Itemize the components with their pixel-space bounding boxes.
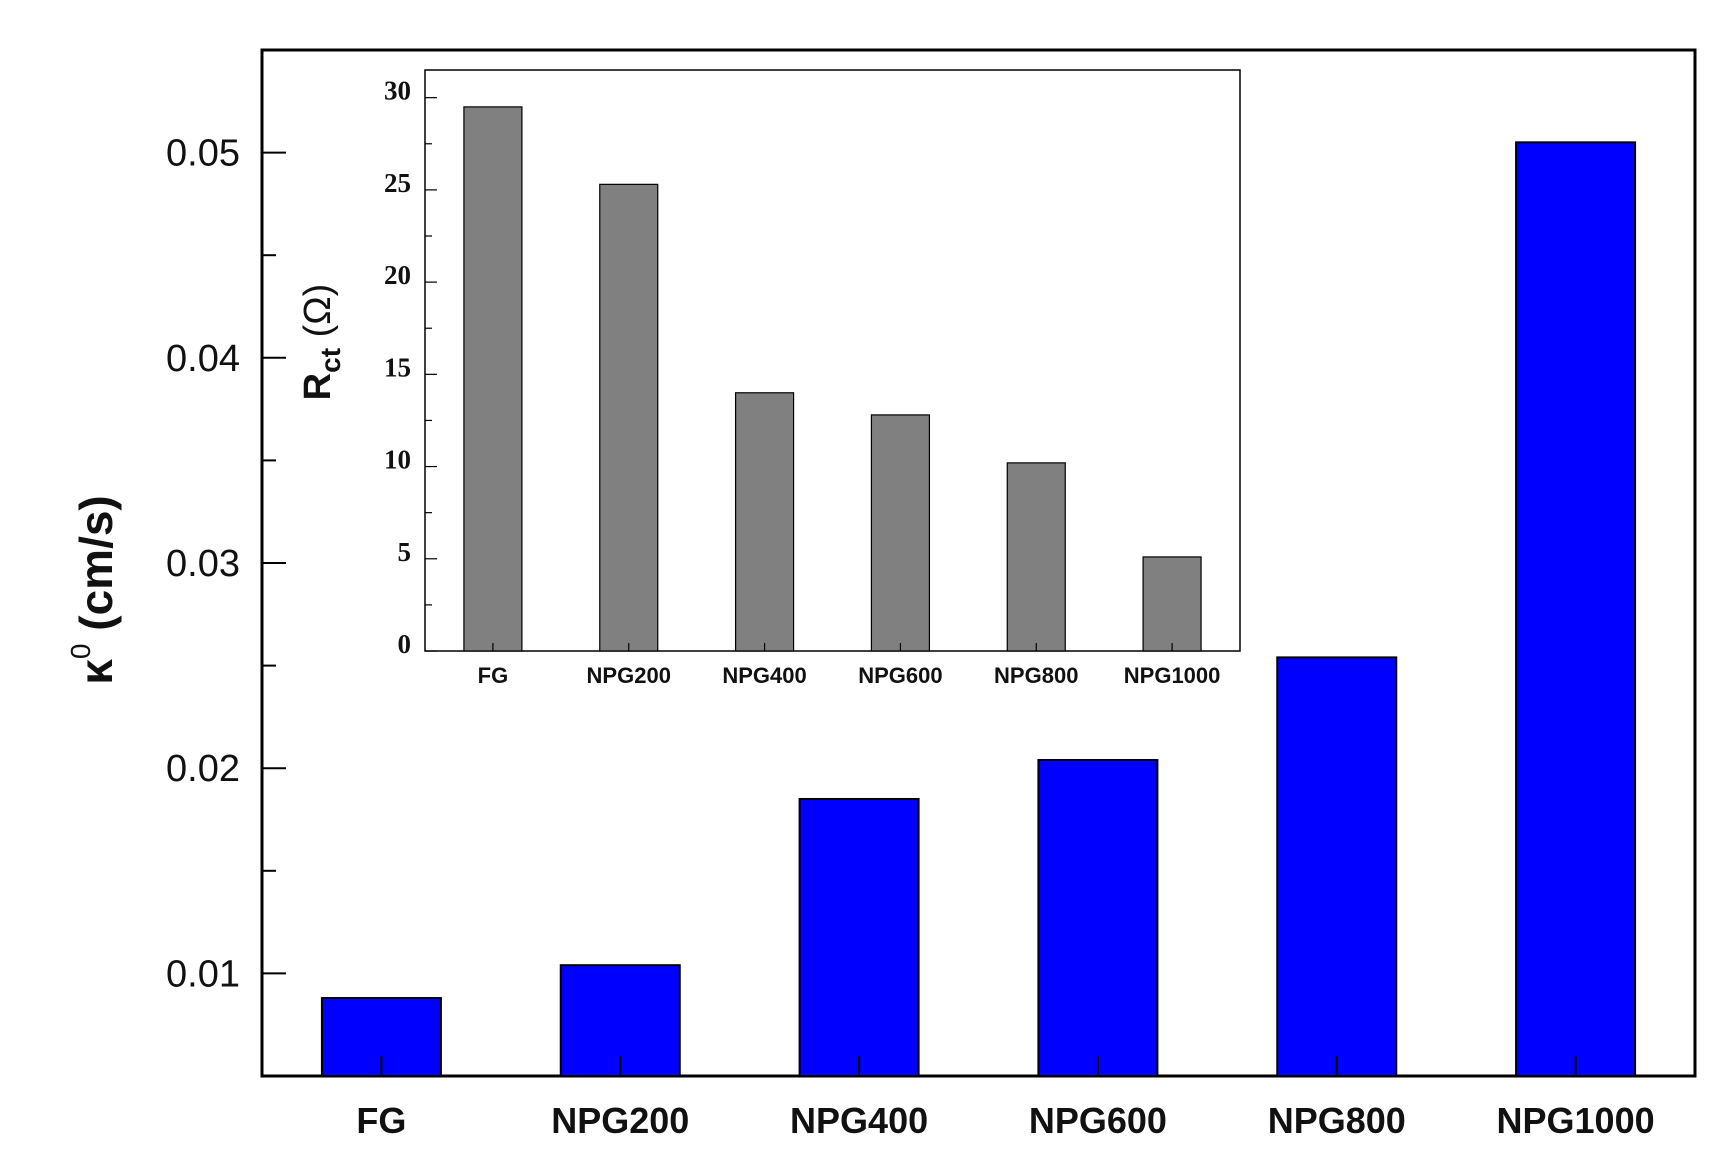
inset-x-tick-label: NPG400 [722,663,806,688]
inset-y-axis-subscript: ct [315,348,346,373]
main-x-tick-label: NPG600 [1029,1100,1167,1141]
main-x-tick-label: NPG400 [790,1100,928,1141]
inset-y-tick-label: 15 [384,352,411,382]
main-bar-npg800 [1276,656,1398,1078]
main-bar-npg600 [1037,758,1159,1077]
main-y-tick-label: 0.04 [166,338,240,380]
inset-x-tick-label: NPG600 [858,663,942,688]
inset-bars [463,106,1202,652]
main-x-tick-label: NPG1000 [1497,1100,1655,1141]
main-y-tick-label: 0.05 [166,133,240,175]
main-chart: FG NPG200 NPG400 NPG600 NPG800 NPG1000 0.01 0.0… [65,48,1697,1141]
main-bar-npg1000 [1515,141,1637,1077]
inset-y-tick-label: 10 [384,445,411,475]
inset-y-axis-unit: (Ω) [297,284,339,348]
inset-x-tick-label: NPG1000 [1124,663,1221,688]
main-y-axis-unit: (cm/s) [70,495,122,643]
inset-bar-npg400 [734,392,795,652]
inset-x-tick-label: NPG200 [587,663,671,688]
main-y-axis-symbol: κ [70,659,122,685]
main-y-tick-label: 0.02 [166,748,240,790]
inset-ticks: FG NPG200 NPG400 NPG600 NPG800 NPG1000 0 5 10 15 2… [384,76,1220,688]
inset-y-tick-label: 5 [398,537,412,567]
main-ticks: FG NPG200 NPG400 NPG600 NPG800 NPG1000 0.01 0.0… [166,133,1655,1141]
main-y-tick-label: 0.01 [166,953,240,995]
inset-bar-fg [463,106,523,652]
main-y-axis-superscript: 0 [65,644,96,660]
main-x-tick-label: NPG200 [551,1100,689,1141]
inset-plot-frame [424,69,1241,652]
main-x-tick-label: FG [356,1100,406,1141]
inset-bar-npg200 [599,183,659,652]
inset-x-tick-label: FG [478,663,509,688]
inset-y-axis-symbol: R [297,373,339,400]
inset-y-axis-label: Rct (Ω) [297,284,346,401]
inset-background [425,70,1240,651]
main-y-axis-label: κ0 (cm/s) [65,495,122,685]
inset-chart: FG NPG200 NPG400 NPG600 NPG800 NPG1000 0 5 10 15 2… [297,69,1241,688]
inset-bar-npg800 [1006,462,1066,652]
main-y-tick-label: 0.03 [166,543,240,585]
main-x-tick-label: NPG800 [1268,1100,1406,1141]
inset-y-tick-label: 20 [384,260,411,290]
inset-y-tick-label: 0 [398,629,412,659]
inset-y-tick-label: 25 [384,168,411,198]
inset-y-tick-label: 30 [384,76,411,106]
main-bar-npg400 [798,797,920,1077]
inset-bar-npg1000 [1142,556,1202,652]
inset-x-tick-label: NPG800 [994,663,1078,688]
inset-bar-npg600 [870,414,931,652]
